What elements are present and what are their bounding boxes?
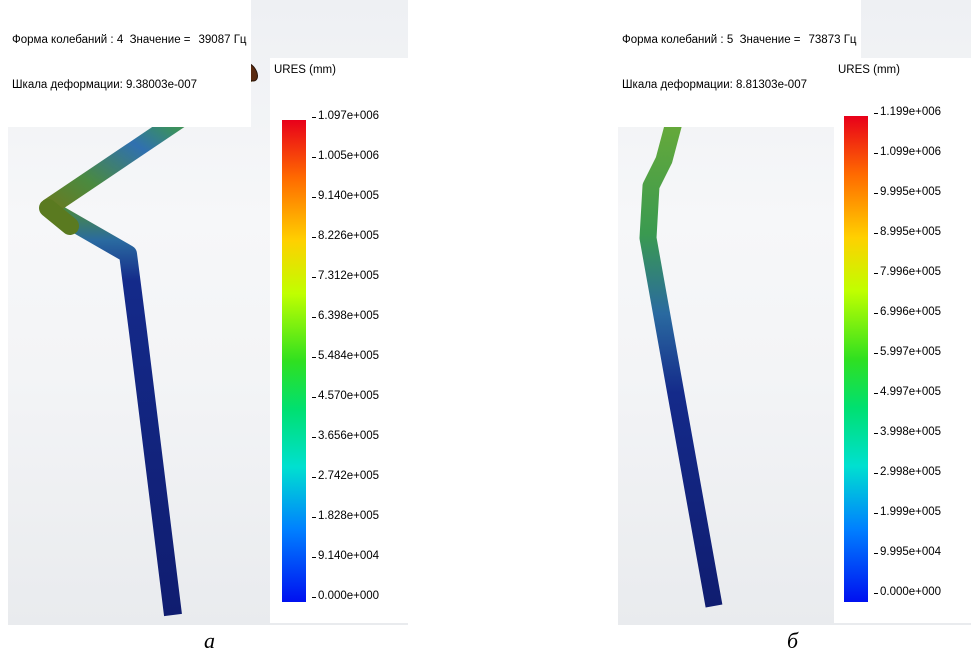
tick-label: 9.140e+004 [311,550,380,562]
color-legend-b: URES (mm) 1.199e+006 1.099e+006 9.995e+0… [834,58,971,623]
caption-a: а [204,628,215,653]
tick-label: 8.226e+005 [311,230,380,242]
tick-label: 0.000e+000 [311,590,380,602]
tick-label: 9.995e+005 [873,186,942,198]
caption-b: б [787,628,799,653]
tick-label: 2.998e+005 [873,466,942,478]
viewport-b[interactable]: Форма колебаний : 5 Значение = 73873 Гц … [618,0,971,625]
tick-label: 7.312e+005 [311,270,380,282]
tick-label: 3.656e+005 [311,430,380,442]
deformation-scale-a: Шкала деформации: 9.38003e-007 [12,79,197,91]
tick-label: 7.996e+005 [873,266,942,278]
tick-label: 1.097e+006 [311,110,380,122]
tick-label: 1.199e+006 [873,106,942,118]
deformation-scale-b: Шкала деформации: 8.81303e-007 [622,79,807,91]
tick-label: 5.997e+005 [873,346,942,358]
tick-label: 0.000e+000 [873,586,942,598]
tick-label: 4.570e+005 [311,390,380,402]
mode-label-a: Форма колебаний : 4 Значение = [12,34,191,46]
tick-label: 1.999e+005 [873,506,942,518]
tick-label: 3.998e+005 [873,426,942,438]
frequency-value-a: 39087 Гц [198,34,247,46]
tick-label: 6.398e+005 [311,310,380,322]
color-scale-bar-a [282,120,306,602]
viewport-a[interactable]: Форма колебаний : 4 Значение = 39087 Гц … [8,0,408,625]
tick-label: 8.995e+005 [873,226,942,238]
tick-label: 9.140e+005 [311,190,380,202]
legend-title-b: URES (mm) [838,64,900,76]
mode-label-b: Форма колебаний : 5 Значение = [622,34,801,46]
tick-label: 1.099e+006 [873,146,942,158]
color-legend-a: URES (mm) 1.097e+006 1.005e+006 9.140e+0… [270,58,408,623]
tick-label: 4.997e+005 [873,386,942,398]
tick-label: 1.005e+006 [311,150,380,162]
legend-title-a: URES (mm) [274,64,336,76]
mode-info-b: Форма колебаний : 5 Значение = 73873 Гц … [618,0,861,127]
tick-label: 1.828e+005 [311,510,380,522]
mode-info-a: Форма колебаний : 4 Значение = 39087 Гц … [8,0,251,127]
tick-label: 6.996e+005 [873,306,942,318]
tick-label: 2.742e+005 [311,470,380,482]
color-scale-bar-b [844,116,868,602]
tick-label: 9.995e+004 [873,546,942,558]
frequency-value-b: 73873 Гц [808,34,857,46]
tick-label: 5.484e+005 [311,350,380,362]
